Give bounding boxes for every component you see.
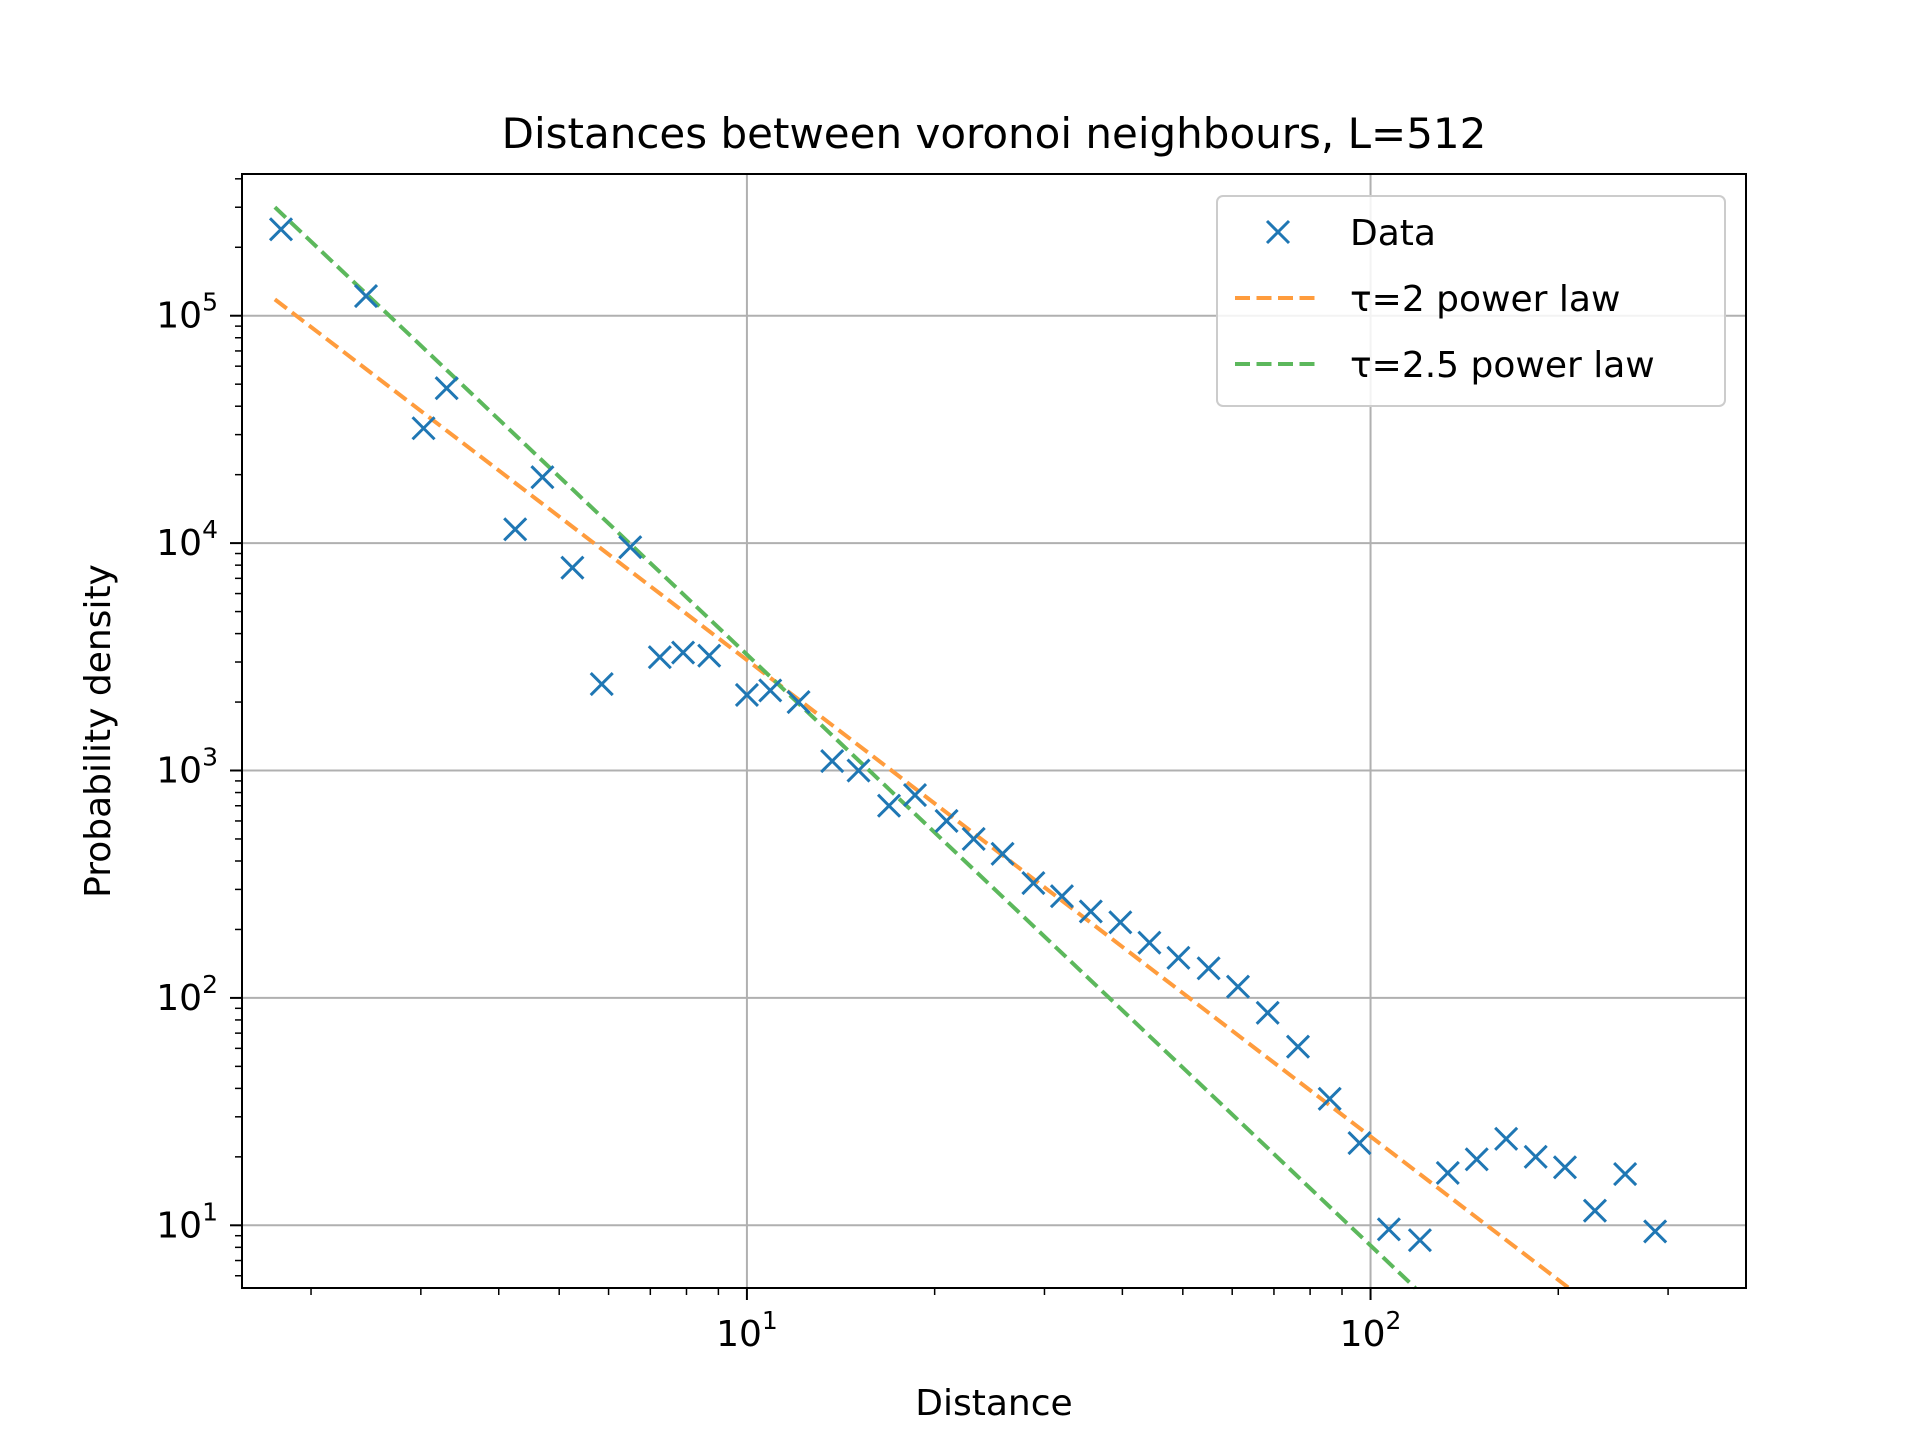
data-point bbox=[560, 555, 585, 580]
data-point bbox=[1643, 1219, 1668, 1244]
y-axis-ticks: 101 102 103 104 105 bbox=[156, 178, 242, 1277]
x-tick-label: 101 bbox=[716, 1306, 778, 1355]
data-point bbox=[589, 671, 614, 697]
data-point bbox=[1108, 910, 1133, 935]
series-line-2 bbox=[273, 205, 1417, 1290]
legend-marker bbox=[1265, 219, 1291, 245]
data-point bbox=[786, 689, 811, 715]
data-point bbox=[1613, 1162, 1638, 1187]
data-point bbox=[1435, 1160, 1460, 1185]
data-point bbox=[1582, 1198, 1608, 1223]
data-point bbox=[1166, 945, 1191, 970]
legend: Data τ=2 power law τ=2.5 power law bbox=[1216, 195, 1726, 407]
data-point bbox=[876, 793, 902, 818]
data-point bbox=[961, 826, 986, 852]
data-point bbox=[647, 645, 672, 670]
legend-label: τ=2 power law bbox=[1350, 279, 1620, 320]
data-point bbox=[1285, 1034, 1311, 1059]
data-point bbox=[1137, 930, 1162, 955]
data-point bbox=[820, 749, 845, 774]
data-point bbox=[411, 416, 436, 441]
data-point bbox=[530, 465, 555, 490]
data-point bbox=[990, 841, 1015, 866]
x-tick-label: 102 bbox=[1340, 1306, 1402, 1355]
data-point bbox=[1196, 956, 1221, 981]
data-point bbox=[1523, 1144, 1548, 1169]
y-tick-label: 105 bbox=[156, 288, 218, 337]
data-point bbox=[846, 758, 871, 783]
data-point bbox=[1494, 1126, 1519, 1151]
y-tick-label: 102 bbox=[156, 970, 218, 1019]
chart-title: Distances between voronoi neighbours, L=… bbox=[502, 109, 1487, 158]
data-point bbox=[434, 376, 459, 401]
series-points bbox=[268, 217, 1668, 1253]
data-point bbox=[1376, 1217, 1401, 1242]
data-point bbox=[758, 678, 783, 703]
data-point bbox=[697, 643, 722, 668]
data-point bbox=[671, 640, 696, 665]
data-point bbox=[503, 517, 528, 542]
x-axis-label: Distance bbox=[915, 1383, 1072, 1424]
data-point bbox=[1552, 1155, 1578, 1180]
data-point bbox=[268, 217, 294, 242]
legend-box bbox=[1216, 195, 1726, 407]
data-point bbox=[1407, 1228, 1432, 1253]
data-point bbox=[1317, 1086, 1342, 1111]
data-point bbox=[1078, 899, 1103, 924]
data-point bbox=[734, 682, 759, 707]
legend-entry: τ=2 power law bbox=[1235, 279, 1620, 320]
data-point bbox=[1255, 1000, 1280, 1025]
series-lines bbox=[273, 205, 1571, 1290]
y-tick-label: 104 bbox=[156, 515, 218, 564]
data-point bbox=[1021, 870, 1046, 896]
x-axis-ticks: 101 102 bbox=[310, 1288, 1669, 1355]
legend-label: τ=2.5 power law bbox=[1350, 345, 1655, 386]
y-axis-label: Probability density bbox=[78, 564, 119, 898]
data-point bbox=[902, 782, 928, 808]
legend-entry: τ=2.5 power law bbox=[1235, 345, 1655, 386]
data-point bbox=[1225, 974, 1251, 999]
data-point bbox=[1049, 884, 1075, 909]
legend-label: Data bbox=[1350, 213, 1436, 254]
data-point bbox=[353, 284, 379, 309]
data-point bbox=[934, 808, 959, 834]
y-tick-label: 101 bbox=[156, 1197, 218, 1246]
y-tick-label: 103 bbox=[156, 743, 218, 792]
data-point bbox=[1464, 1147, 1489, 1172]
data-point bbox=[1347, 1130, 1372, 1156]
plot-frame bbox=[241, 173, 1747, 1289]
series-line-1 bbox=[273, 297, 1571, 1290]
legend-entry: Data bbox=[1265, 213, 1436, 254]
data-point bbox=[618, 535, 643, 560]
